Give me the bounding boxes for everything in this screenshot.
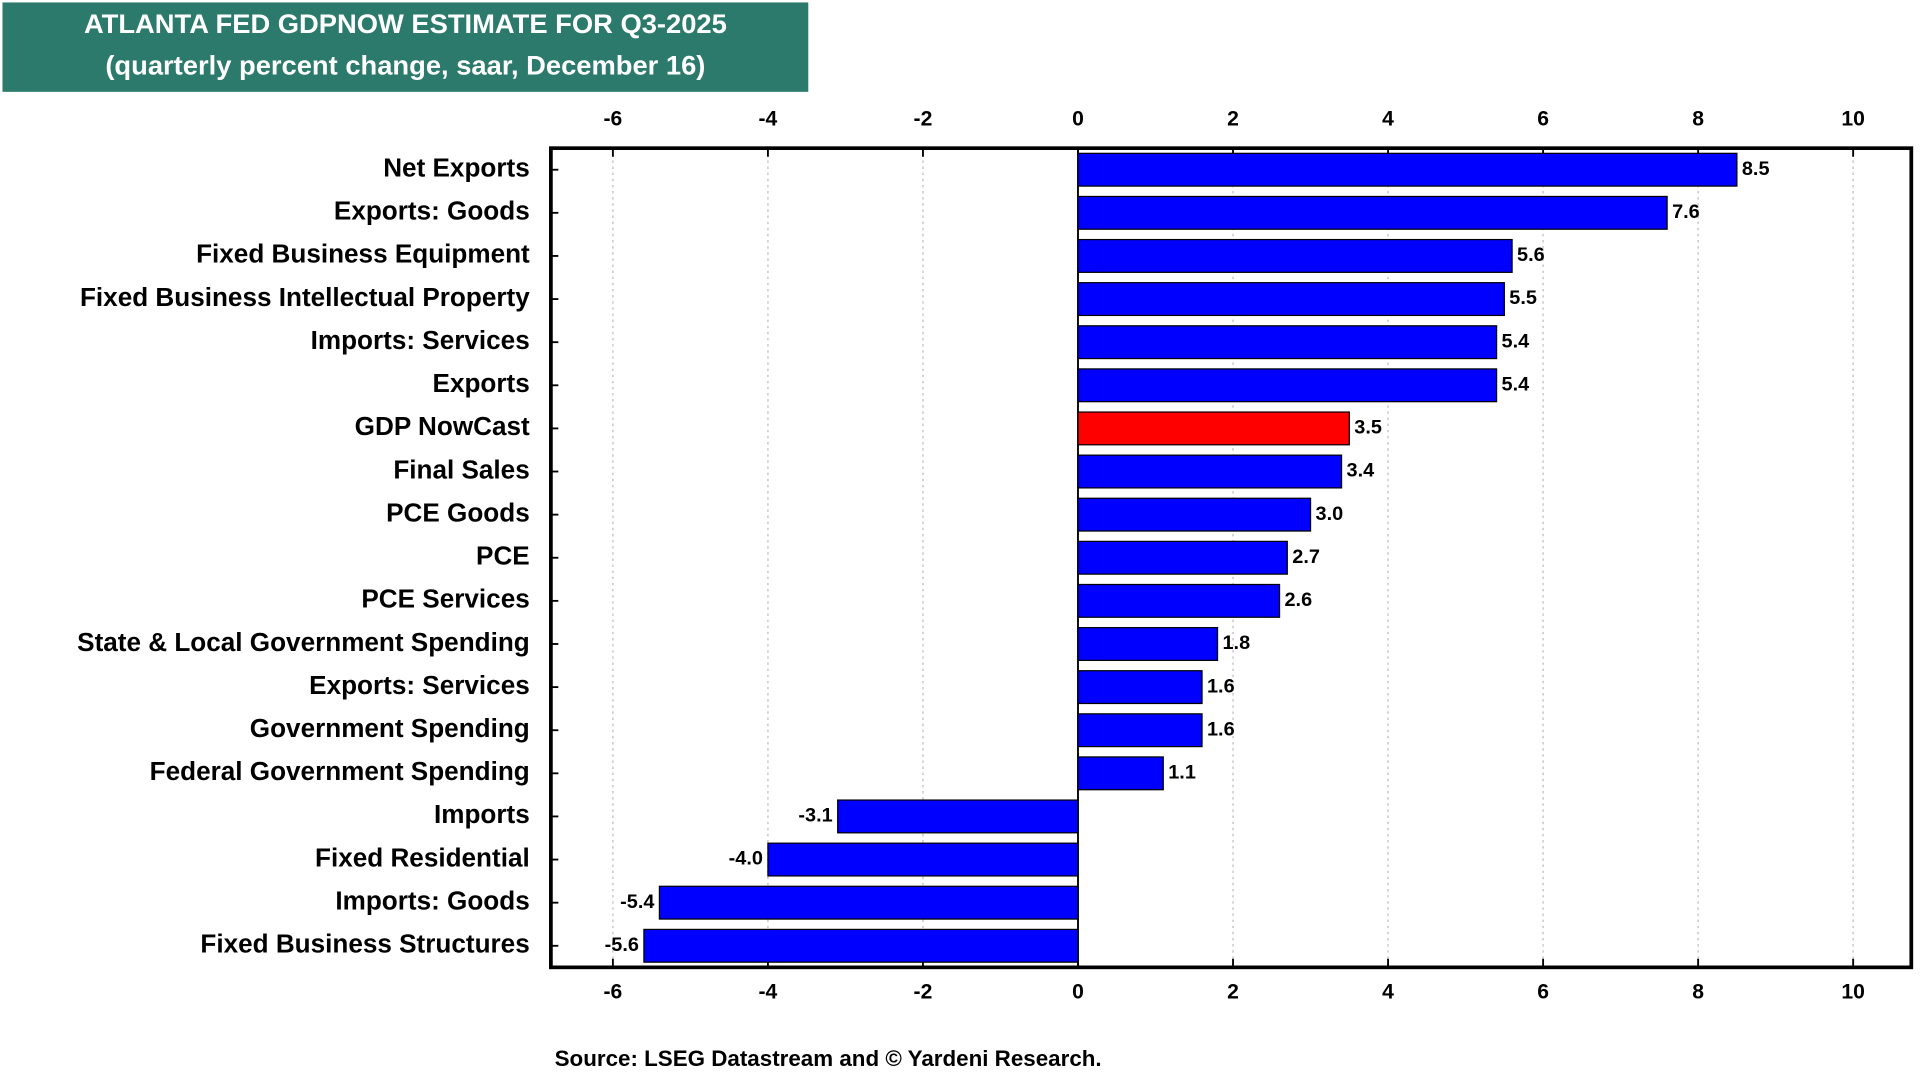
value-label: 8.5 [1742,158,1770,180]
value-label: 1.6 [1207,719,1235,741]
value-label: 3.5 [1354,417,1382,439]
bar [643,928,1079,963]
x-tick-label: 6 [1537,108,1549,131]
value-label: 1.6 [1207,675,1235,697]
x-tick-label: 8 [1692,981,1704,1004]
bar [1077,454,1343,489]
x-tick-label: -2 [914,981,933,1004]
bar [1077,152,1738,187]
bar [658,885,1079,920]
y-tick-label: Exports: Services [309,672,530,700]
y-tick-label: Fixed Business Structures [200,931,529,959]
value-label: 7.6 [1672,201,1700,223]
bar [1077,540,1288,575]
chart-title: ATLANTA FED GDPNOW ESTIMATE FOR Q3-2025 [84,8,727,39]
value-label: 2.6 [1285,589,1313,611]
y-tick-label: Fixed Business Intellectual Property [80,284,530,312]
bar [1077,497,1312,532]
x-tick-label: 2 [1227,981,1239,1004]
y-tick-label: State & Local Government Spending [77,629,530,657]
bar [1077,368,1498,403]
y-tick-label: Government Spending [250,715,530,743]
x-tick-label: 0 [1072,981,1084,1004]
y-tick-label: GDP NowCast [355,413,530,441]
y-tick-label: Imports [434,801,530,829]
bar [1077,282,1505,317]
value-label: -4.0 [729,848,763,870]
value-label: 1.8 [1222,632,1250,654]
x-tick-label: 8 [1692,108,1704,131]
y-tick-label: Exports [433,370,530,398]
y-tick-label: PCE [476,543,530,571]
source-note: Source: LSEG Datastream and © Yardeni Re… [555,1046,1102,1071]
x-tick-label: 10 [1841,981,1865,1004]
bar [1077,238,1513,273]
bar [837,799,1079,834]
x-tick-label: -6 [603,108,622,131]
value-label: 3.0 [1316,503,1344,525]
value-label: -5.6 [605,934,639,956]
value-label: 3.4 [1347,460,1375,482]
bar [1077,325,1498,360]
x-tick-label: 6 [1537,981,1549,1004]
value-label: 2.7 [1292,546,1320,568]
y-tick-label: Net Exports [383,155,530,183]
value-label: -5.4 [620,891,654,913]
y-tick-label: PCE Services [361,586,529,614]
x-tick-label: 0 [1072,108,1084,131]
chart-subtitle: (quarterly percent change, saar, Decembe… [105,50,705,81]
x-tick-label: 2 [1227,108,1239,131]
title-box [2,2,809,92]
x-tick-label: 4 [1382,108,1394,131]
bar [1077,411,1350,446]
value-label: 5.6 [1517,244,1545,266]
bar [1077,713,1203,748]
y-tick-label: PCE Goods [386,500,530,528]
bar [1077,195,1668,230]
y-tick-label: Imports: Goods [335,888,529,916]
x-tick-label: -6 [603,981,622,1004]
x-tick-label: 4 [1382,981,1394,1004]
y-tick-label: Imports: Services [311,327,530,355]
plot-frame [549,146,1914,970]
y-tick-label: Final Sales [393,456,529,484]
value-label: 5.4 [1502,374,1530,396]
y-tick-label: Exports: Goods [334,198,530,226]
bar [1077,583,1281,618]
x-tick-label: -2 [914,108,933,131]
value-label: 5.4 [1502,330,1530,352]
y-tick-label: Fixed Residential [315,845,530,873]
bar [767,842,1079,877]
bar [1077,756,1164,791]
value-label: 1.1 [1168,762,1196,784]
bar [1077,626,1219,661]
value-label: -3.1 [798,805,832,827]
y-tick-label: Fixed Business Equipment [196,241,530,269]
bar [1077,670,1203,705]
value-label: 5.5 [1509,287,1537,309]
x-tick-label: -4 [759,981,778,1004]
y-tick-label: Federal Government Spending [150,758,530,786]
x-tick-label: 10 [1841,108,1865,131]
x-tick-label: -4 [759,108,778,131]
